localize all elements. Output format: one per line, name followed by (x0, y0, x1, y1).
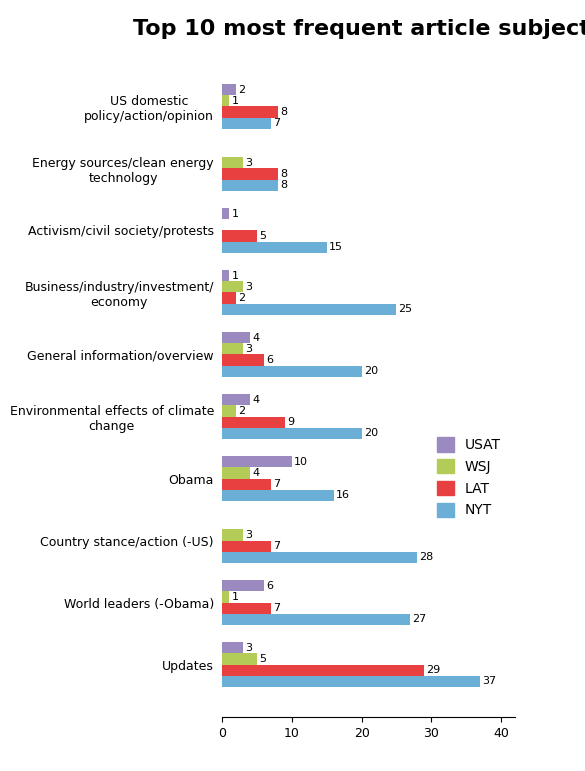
Text: 7: 7 (273, 541, 280, 551)
Text: 20: 20 (364, 366, 378, 376)
Text: 6: 6 (266, 355, 273, 365)
Text: 1: 1 (231, 209, 238, 219)
Bar (222, 591, 229, 603)
Text: 8: 8 (280, 107, 287, 117)
Bar (222, 168, 278, 180)
Text: 3: 3 (245, 643, 252, 653)
Bar (222, 118, 271, 129)
Text: 5: 5 (259, 231, 266, 241)
Legend: USAT, WSJ, LAT, NYT: USAT, WSJ, LAT, NYT (430, 430, 508, 524)
Text: 20: 20 (364, 428, 378, 438)
Text: 2: 2 (238, 406, 246, 416)
Bar (222, 365, 362, 377)
Text: 2: 2 (238, 293, 246, 303)
Text: 15: 15 (329, 242, 343, 252)
Bar (222, 530, 243, 540)
Text: 10: 10 (294, 456, 308, 466)
Text: 7: 7 (273, 479, 280, 489)
Text: 8: 8 (280, 180, 287, 190)
Bar (222, 406, 236, 416)
Bar (222, 540, 271, 552)
Text: 16: 16 (336, 490, 350, 500)
Bar (222, 355, 264, 365)
Bar (222, 642, 243, 653)
Title: Top 10 most frequent article subjects: Top 10 most frequent article subjects (133, 19, 585, 39)
Bar (222, 332, 250, 343)
Text: 29: 29 (426, 665, 441, 675)
Bar (222, 456, 292, 467)
Bar (222, 231, 257, 241)
Bar (222, 394, 250, 406)
Text: 3: 3 (245, 344, 252, 354)
Bar (222, 208, 229, 219)
Bar (222, 281, 243, 292)
Text: 4: 4 (252, 333, 259, 343)
Bar (222, 106, 278, 118)
Text: 9: 9 (287, 417, 294, 427)
Bar (222, 581, 264, 591)
Text: 1: 1 (231, 271, 238, 281)
Text: 27: 27 (412, 614, 426, 625)
Bar (222, 343, 243, 355)
Bar (222, 614, 410, 625)
Text: 3: 3 (245, 158, 252, 168)
Bar (222, 180, 278, 190)
Bar (222, 292, 236, 304)
Text: 3: 3 (245, 282, 252, 292)
Bar (222, 84, 236, 96)
Text: 3: 3 (245, 530, 252, 540)
Bar (222, 490, 333, 501)
Text: 8: 8 (280, 169, 287, 179)
Text: 28: 28 (419, 552, 433, 562)
Text: 1: 1 (231, 96, 238, 106)
Bar (222, 157, 243, 168)
Bar (222, 603, 271, 614)
Text: 2: 2 (238, 85, 246, 95)
Bar (222, 416, 285, 428)
Text: 7: 7 (273, 118, 280, 128)
Text: 25: 25 (398, 305, 412, 315)
Text: 5: 5 (259, 654, 266, 664)
Text: 7: 7 (273, 603, 280, 613)
Text: 37: 37 (482, 676, 496, 686)
Bar (222, 96, 229, 106)
Bar (222, 270, 229, 281)
Bar (222, 653, 257, 665)
Text: 1: 1 (231, 592, 238, 602)
Text: 6: 6 (266, 581, 273, 591)
Bar (222, 665, 424, 675)
Bar (222, 304, 397, 315)
Bar (222, 552, 417, 563)
Bar (222, 675, 480, 687)
Text: 4: 4 (252, 468, 259, 478)
Text: 4: 4 (252, 395, 259, 405)
Bar (222, 479, 271, 490)
Bar (222, 241, 327, 253)
Bar (222, 428, 362, 439)
Bar (222, 467, 250, 479)
